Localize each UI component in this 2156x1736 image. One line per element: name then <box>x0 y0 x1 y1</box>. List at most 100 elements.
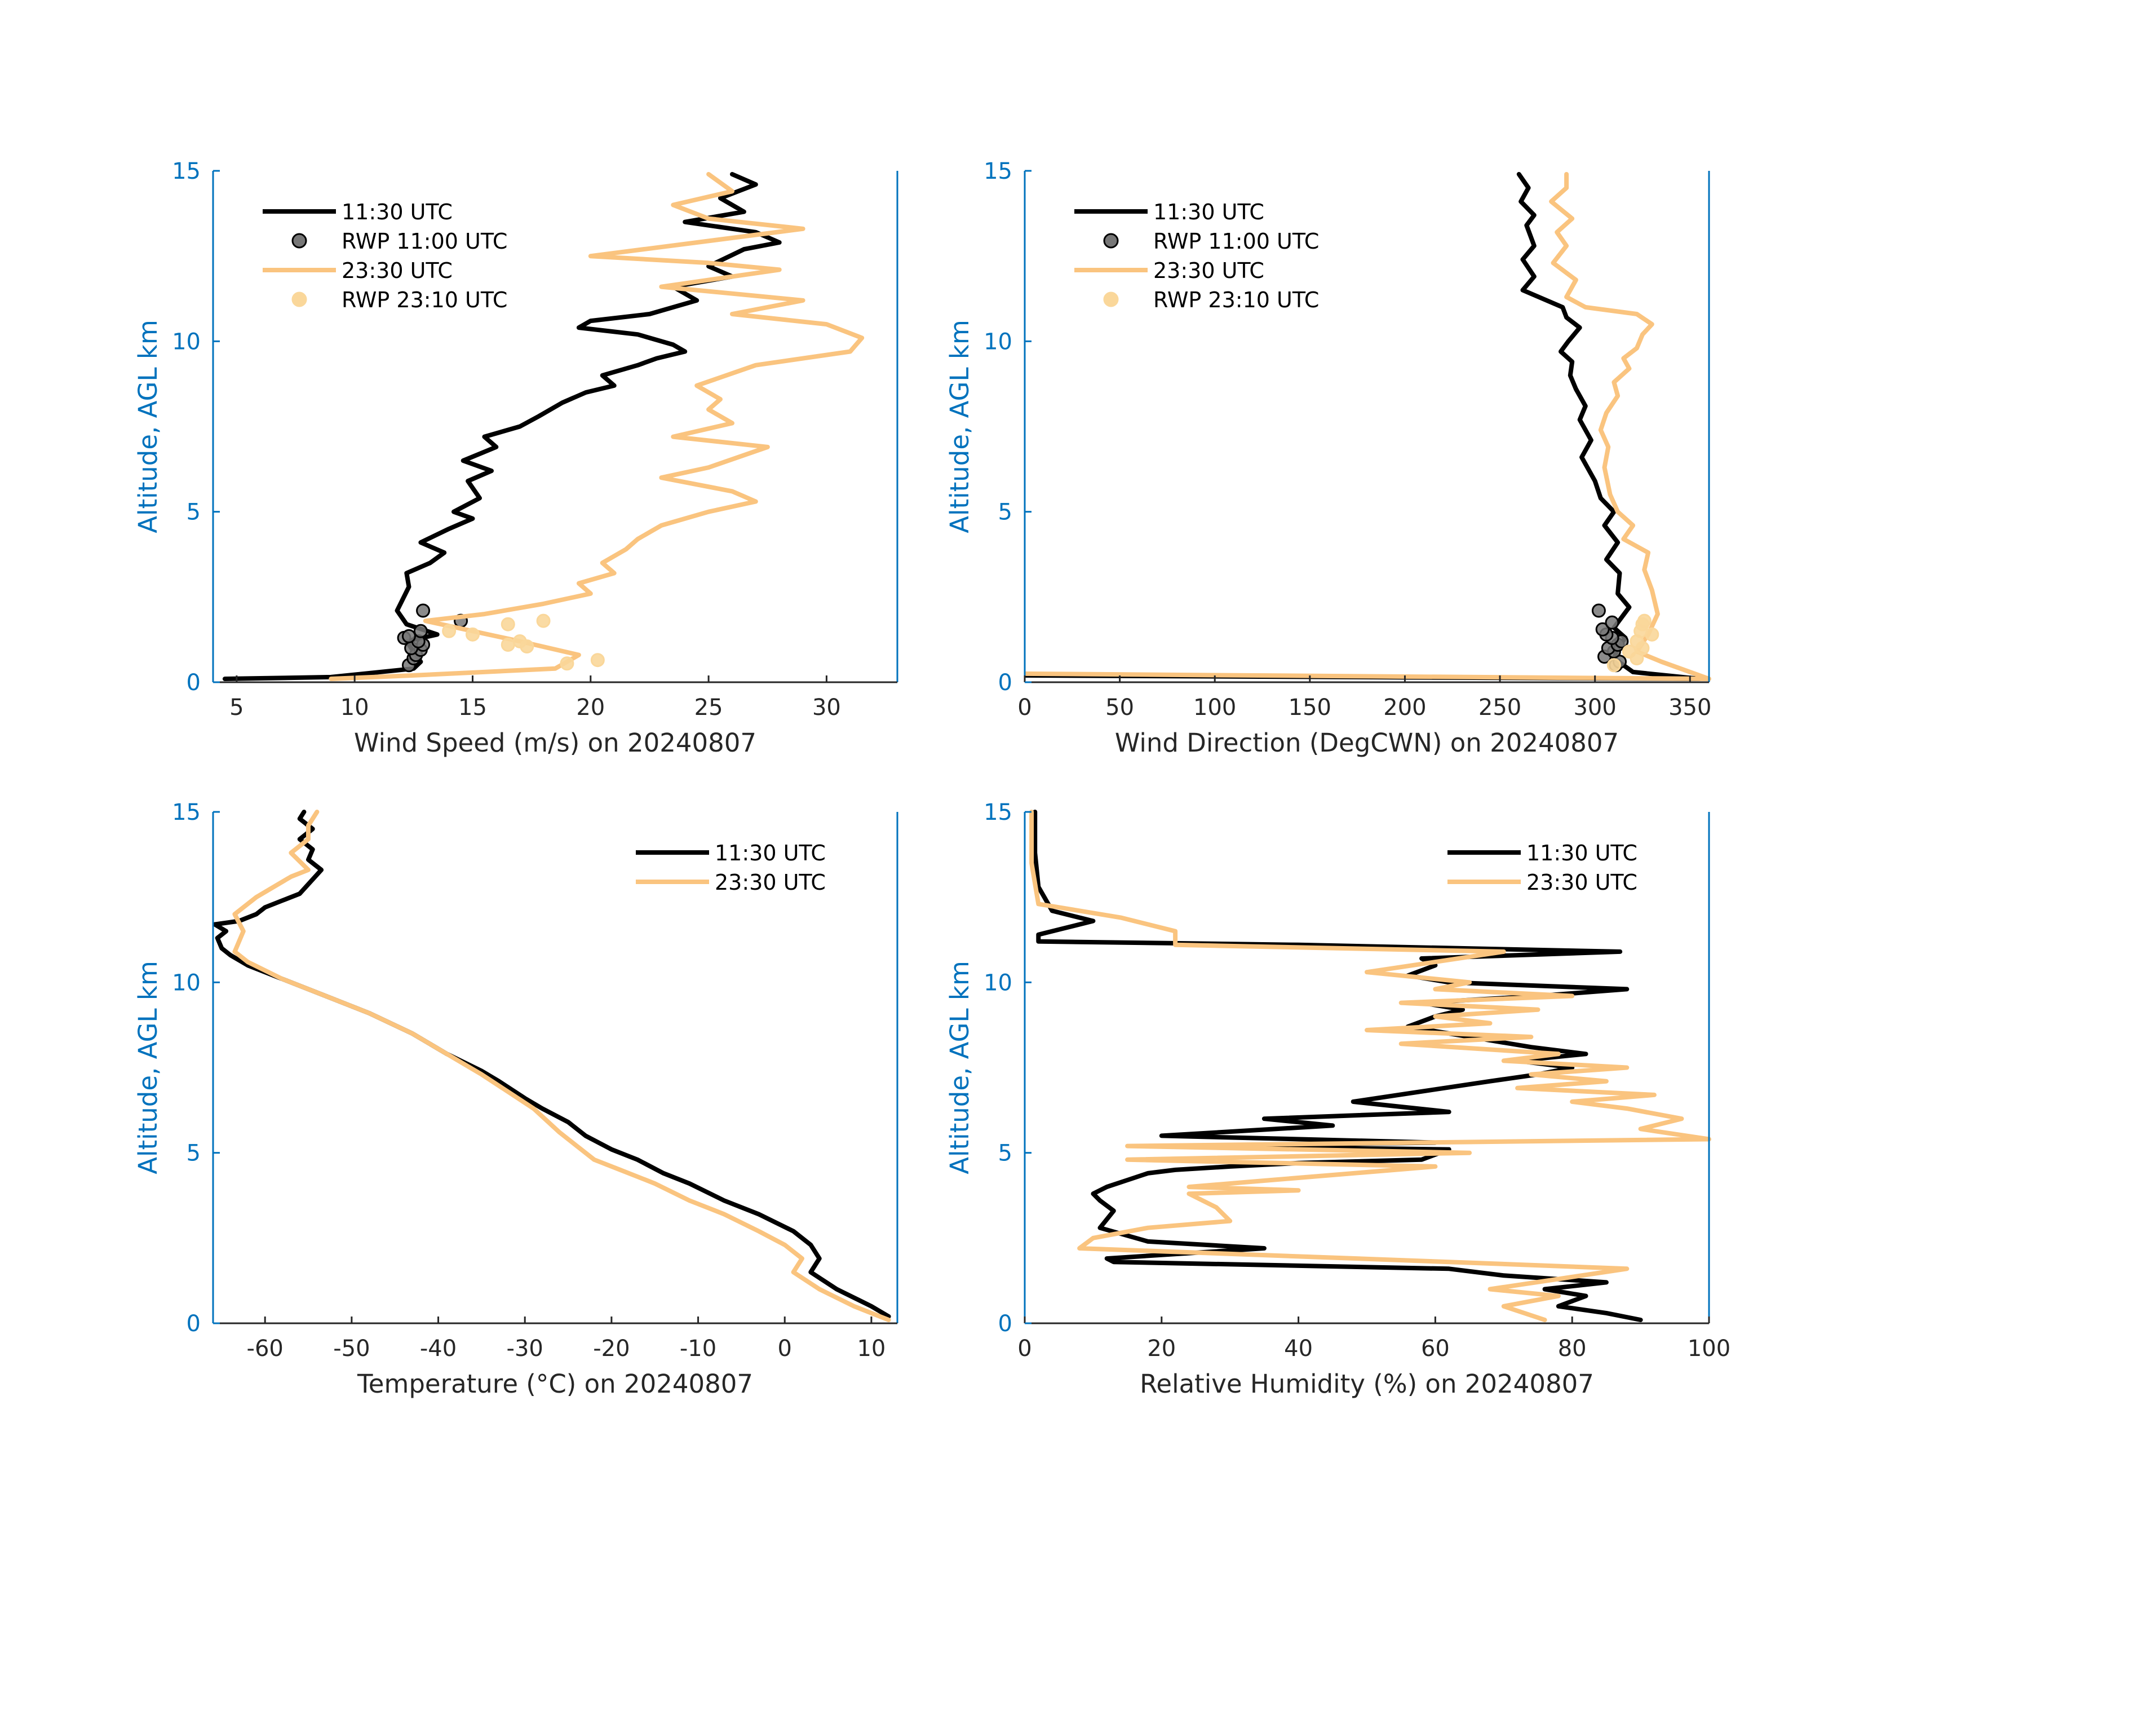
rwp-point <box>1645 627 1659 642</box>
panel-2: 0 50 100 150 200 250 300 350 0 5 10 15 Wind Directio… <box>945 158 1711 758</box>
legend-label: 11:30 UTC <box>342 200 453 224</box>
x-tick-label: 20 <box>576 695 605 721</box>
y-tick-label: 10 <box>172 970 201 996</box>
y-axis-label: Altitude, AGL km <box>133 961 163 1174</box>
x-axis-label: Wind Speed (m/s) on 20240807 <box>354 728 756 758</box>
legend-label: 11:30 UTC <box>1153 200 1264 224</box>
x-tick-label: 60 <box>1421 1336 1450 1362</box>
y-tick-label: 10 <box>984 329 1012 355</box>
legend-label: 11:30 UTC <box>715 841 826 865</box>
y-tick-label: 10 <box>984 970 1012 996</box>
y-axis-label: Altitude, AGL km <box>945 320 975 533</box>
series-line-11-30-utc <box>222 172 782 681</box>
y-axis-label: Altitude, AGL km <box>945 961 975 1174</box>
rwp-point <box>1637 613 1652 628</box>
rwp-point <box>512 634 527 648</box>
x-axis-label: Relative Humidity (%) on 20240807 <box>1140 1369 1594 1399</box>
x-tick-label: 10 <box>340 695 369 721</box>
rwp-point <box>416 603 431 618</box>
series-line-23-30-utc <box>1025 172 1711 681</box>
y-tick-label: 15 <box>984 158 1012 184</box>
rwp-point <box>560 656 574 671</box>
y-tick-label: 5 <box>998 500 1012 525</box>
x-tick-label: 0 <box>1017 1336 1031 1362</box>
legend-label: 23:30 UTC <box>1526 870 1637 895</box>
plot-area <box>1029 810 1711 1322</box>
rwp-point <box>501 617 515 631</box>
y-tick-label: 15 <box>172 799 201 825</box>
y-tick-label: 0 <box>998 1311 1012 1337</box>
legend-swatch-marker <box>291 291 307 307</box>
x-tick-label: 30 <box>812 695 841 721</box>
rwp-point <box>1605 615 1619 630</box>
x-tick-label: 80 <box>1558 1336 1587 1362</box>
x-tick-label: -20 <box>593 1336 630 1362</box>
panel-3: -60 -50 -40 -30 -20 -10 0 10 0 5 10 15 Temperature (… <box>133 799 898 1399</box>
rwp-point <box>465 627 480 642</box>
legend: 11:30 UTC 23:30 UTC <box>1447 841 1637 895</box>
legend-label: 11:30 UTC <box>1526 841 1637 865</box>
x-tick-label: 300 <box>1573 695 1616 721</box>
rwp-point <box>1595 622 1610 637</box>
series-line-23-30-utc <box>329 172 865 681</box>
legend-label: RWP 11:00 UTC <box>342 229 507 254</box>
legend-label: RWP 11:00 UTC <box>1153 229 1319 254</box>
x-tick-label: 25 <box>694 695 723 721</box>
rwp-point <box>1606 658 1621 673</box>
plot-area <box>213 810 891 1322</box>
panel-4: 0 20 40 60 80 100 0 5 10 15 Relative Humidity (%) … <box>945 799 1730 1399</box>
rwp-point <box>590 653 605 668</box>
x-tick-label: 150 <box>1289 695 1331 721</box>
rwp-point <box>401 629 416 643</box>
rwp-point <box>1622 644 1636 659</box>
legend-label: RWP 23:10 UTC <box>342 288 507 312</box>
y-tick-label: 0 <box>998 670 1012 696</box>
legend-swatch-marker <box>291 233 307 249</box>
legend-swatch-marker <box>1103 233 1119 249</box>
legend-label: RWP 23:10 UTC <box>1153 288 1319 312</box>
legend-label: 23:30 UTC <box>342 258 453 283</box>
legend-label: 23:30 UTC <box>715 870 826 895</box>
x-axis-label: Wind Direction (DegCWN) on 20240807 <box>1115 728 1619 758</box>
y-tick-label: 5 <box>187 500 201 525</box>
legend: 11:30 UTC RWP 11:00 UTC 23:30 UTC RWP 23:10… <box>1074 200 1319 312</box>
legend: 11:30 UTC RWP 11:00 UTC 23:30 UTC RWP 23:10… <box>263 200 507 312</box>
x-tick-label: 350 <box>1668 695 1711 721</box>
x-tick-label: -30 <box>507 1336 543 1362</box>
panel-1: 5 10 15 20 25 30 0 5 10 15 Wind Speed (m/s) on 202… <box>133 158 898 758</box>
x-tick-label: 100 <box>1193 695 1236 721</box>
y-tick-label: 0 <box>187 1311 201 1337</box>
legend-label: 23:30 UTC <box>1153 258 1264 283</box>
x-tick-label: 100 <box>1688 1336 1730 1362</box>
y-tick-label: 0 <box>187 670 201 696</box>
x-tick-label: 20 <box>1147 1336 1176 1362</box>
y-tick-label: 10 <box>172 329 201 355</box>
rwp-point <box>442 624 457 638</box>
series-line-23-30-utc <box>232 810 891 1322</box>
x-tick-label: 50 <box>1105 695 1134 721</box>
x-tick-label: 40 <box>1284 1336 1313 1362</box>
x-tick-label: -60 <box>247 1336 284 1362</box>
plot-area <box>222 172 865 681</box>
y-tick-label: 15 <box>172 158 201 184</box>
rwp-point <box>501 637 515 652</box>
x-tick-label: -50 <box>333 1336 370 1362</box>
x-tick-label: 0 <box>778 1336 792 1362</box>
y-axis-label: Altitude, AGL km <box>133 320 163 533</box>
x-axis-label: Temperature (°C) on 20240807 <box>357 1369 753 1399</box>
x-tick-label: 15 <box>458 695 487 721</box>
y-tick-label: 15 <box>984 799 1012 825</box>
rwp-point <box>536 613 551 628</box>
legend: 11:30 UTC 23:30 UTC <box>636 841 826 895</box>
plot-area <box>1025 172 1711 681</box>
rwp-point <box>1591 603 1606 618</box>
x-tick-label: 5 <box>229 695 244 721</box>
rwp-point <box>413 624 428 638</box>
series-line-23-30-utc <box>1029 810 1711 1322</box>
x-tick-label: 200 <box>1383 695 1426 721</box>
x-tick-label: 0 <box>1017 695 1031 721</box>
legend-swatch-marker <box>1103 291 1119 307</box>
